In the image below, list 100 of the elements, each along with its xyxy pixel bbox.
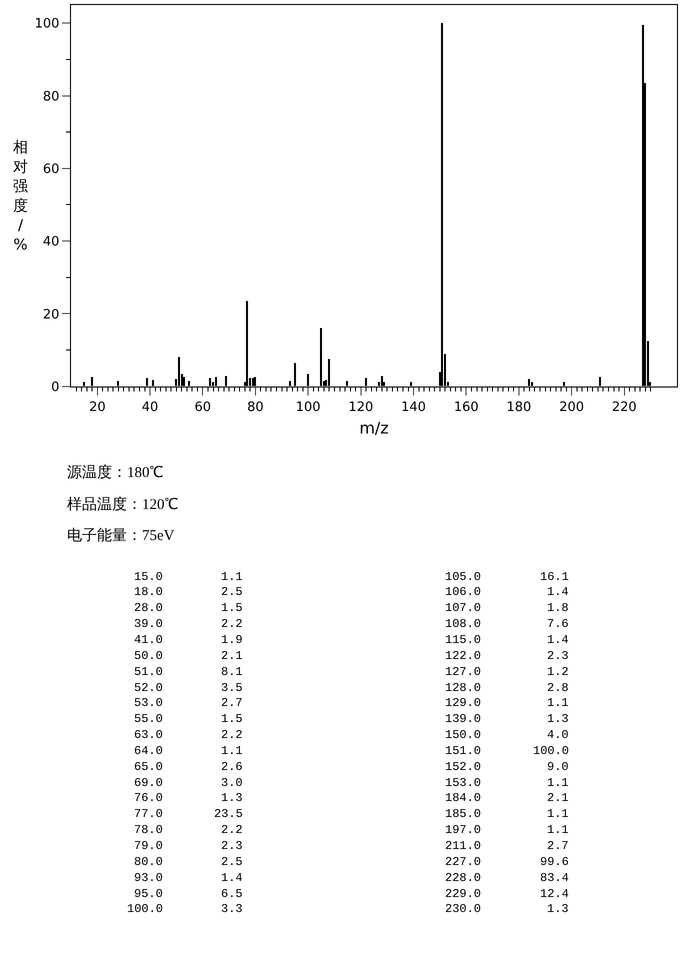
text: 230.0 bbox=[445, 902, 482, 916]
text: 1.1 bbox=[547, 823, 569, 837]
text: 2.7 bbox=[221, 696, 243, 710]
text: 108.0 bbox=[445, 617, 482, 631]
text: 150.0 bbox=[445, 728, 482, 742]
text: 1.4 bbox=[547, 633, 569, 647]
x-tick-label: 80 bbox=[247, 400, 264, 415]
text: 139.0 bbox=[445, 712, 482, 726]
y-tick-label: 20 bbox=[42, 307, 60, 322]
text: 76.0 bbox=[134, 791, 163, 805]
text: 99.6 bbox=[540, 855, 569, 869]
text: 228.0 bbox=[445, 871, 482, 885]
text: 129.0 bbox=[445, 696, 482, 710]
text: 52.0 bbox=[134, 681, 163, 695]
text: 1.5 bbox=[221, 712, 243, 726]
text: 样品温度：120℃ bbox=[67, 496, 178, 513]
text: 2.1 bbox=[547, 791, 569, 805]
text: 153.0 bbox=[445, 776, 482, 790]
x-tick-label: 220 bbox=[612, 400, 637, 415]
text: 69.0 bbox=[134, 776, 163, 790]
y-tick-label: 60 bbox=[42, 162, 60, 177]
text: 3.5 bbox=[221, 681, 243, 695]
text: 1.3 bbox=[547, 712, 569, 726]
y-tick-label: 40 bbox=[42, 234, 60, 250]
text: 1.1 bbox=[221, 570, 243, 584]
text: 122.0 bbox=[445, 649, 482, 663]
text: 100.0 bbox=[533, 744, 570, 758]
text: 28.0 bbox=[134, 601, 163, 615]
text: 78.0 bbox=[134, 823, 163, 837]
text: 12.4 bbox=[540, 887, 569, 901]
text: 源温度：180℃ bbox=[67, 464, 164, 481]
text: 1.5 bbox=[221, 601, 243, 615]
text: 6.5 bbox=[221, 887, 243, 901]
text: 197.0 bbox=[445, 823, 482, 837]
text: 2.3 bbox=[221, 839, 243, 853]
text: 4.0 bbox=[547, 728, 569, 742]
text: 79.0 bbox=[134, 839, 163, 853]
text: 107.0 bbox=[445, 601, 482, 615]
text: 93.0 bbox=[134, 871, 163, 885]
text: 80.0 bbox=[134, 855, 163, 869]
text: 127.0 bbox=[445, 665, 482, 679]
text: 2.6 bbox=[221, 760, 243, 774]
text: 64.0 bbox=[134, 744, 163, 758]
text: 77.0 bbox=[134, 807, 163, 821]
text: 2.2 bbox=[221, 728, 243, 742]
x-tick-label: 20 bbox=[89, 400, 106, 415]
text: 2.1 bbox=[221, 649, 243, 663]
text: 16.1 bbox=[540, 570, 569, 584]
text: 128.0 bbox=[445, 681, 482, 695]
text: 1.1 bbox=[547, 807, 569, 821]
text: 185.0 bbox=[445, 807, 482, 821]
x-tick-label: 140 bbox=[401, 400, 426, 415]
y-tick-label: 0 bbox=[51, 380, 60, 395]
text: 227.0 bbox=[445, 855, 482, 869]
text: 15.0 bbox=[134, 570, 163, 584]
x-tick-label: 60 bbox=[194, 400, 212, 415]
text: 23.5 bbox=[214, 807, 243, 821]
x-tick-label: 200 bbox=[559, 400, 584, 415]
text: 2.5 bbox=[221, 855, 243, 869]
text: 151.0 bbox=[445, 744, 482, 758]
text: 39.0 bbox=[134, 617, 163, 631]
text: 3.0 bbox=[221, 776, 243, 790]
y-axis-title: 相对强度/% bbox=[13, 138, 28, 254]
x-tick-label: 100 bbox=[296, 400, 321, 415]
x-tick-label: 120 bbox=[348, 400, 374, 415]
text: 2.8 bbox=[547, 681, 569, 695]
text: 1.4 bbox=[221, 871, 243, 885]
x-axis-title: m/z bbox=[359, 418, 389, 438]
x-tick-label: 180 bbox=[506, 400, 532, 415]
text: 2.2 bbox=[221, 617, 243, 631]
text: 106.0 bbox=[445, 585, 482, 599]
text: 电子能量：75eV bbox=[67, 527, 175, 544]
text: 3.3 bbox=[221, 902, 243, 916]
text: 63.0 bbox=[134, 728, 163, 742]
text: 2.3 bbox=[547, 649, 569, 663]
text: 1.1 bbox=[221, 744, 243, 758]
text: 152.0 bbox=[445, 760, 482, 774]
text: 1.3 bbox=[547, 902, 569, 916]
text: 1.9 bbox=[221, 633, 243, 647]
text: 1.2 bbox=[547, 665, 569, 679]
text: 9.0 bbox=[547, 760, 569, 774]
text: 7.6 bbox=[547, 617, 569, 631]
x-tick-label: 40 bbox=[142, 400, 158, 415]
y-tick-label: 80 bbox=[42, 89, 60, 104]
text: 51.0 bbox=[134, 665, 163, 679]
text: 95.0 bbox=[134, 887, 163, 901]
text: 229.0 bbox=[445, 887, 482, 901]
text: 115.0 bbox=[445, 633, 482, 647]
text: 2.5 bbox=[221, 585, 243, 599]
text: 184.0 bbox=[445, 791, 482, 805]
text: 1.3 bbox=[221, 791, 243, 805]
text: 100.0 bbox=[127, 902, 164, 916]
text: 83.4 bbox=[540, 871, 569, 885]
text: 18.0 bbox=[134, 585, 163, 599]
text: 1.1 bbox=[547, 776, 569, 790]
text: 41.0 bbox=[134, 633, 163, 647]
text: 1.8 bbox=[547, 601, 569, 615]
text: 53.0 bbox=[134, 696, 163, 710]
text: 65.0 bbox=[134, 760, 163, 774]
text: 55.0 bbox=[134, 712, 163, 726]
